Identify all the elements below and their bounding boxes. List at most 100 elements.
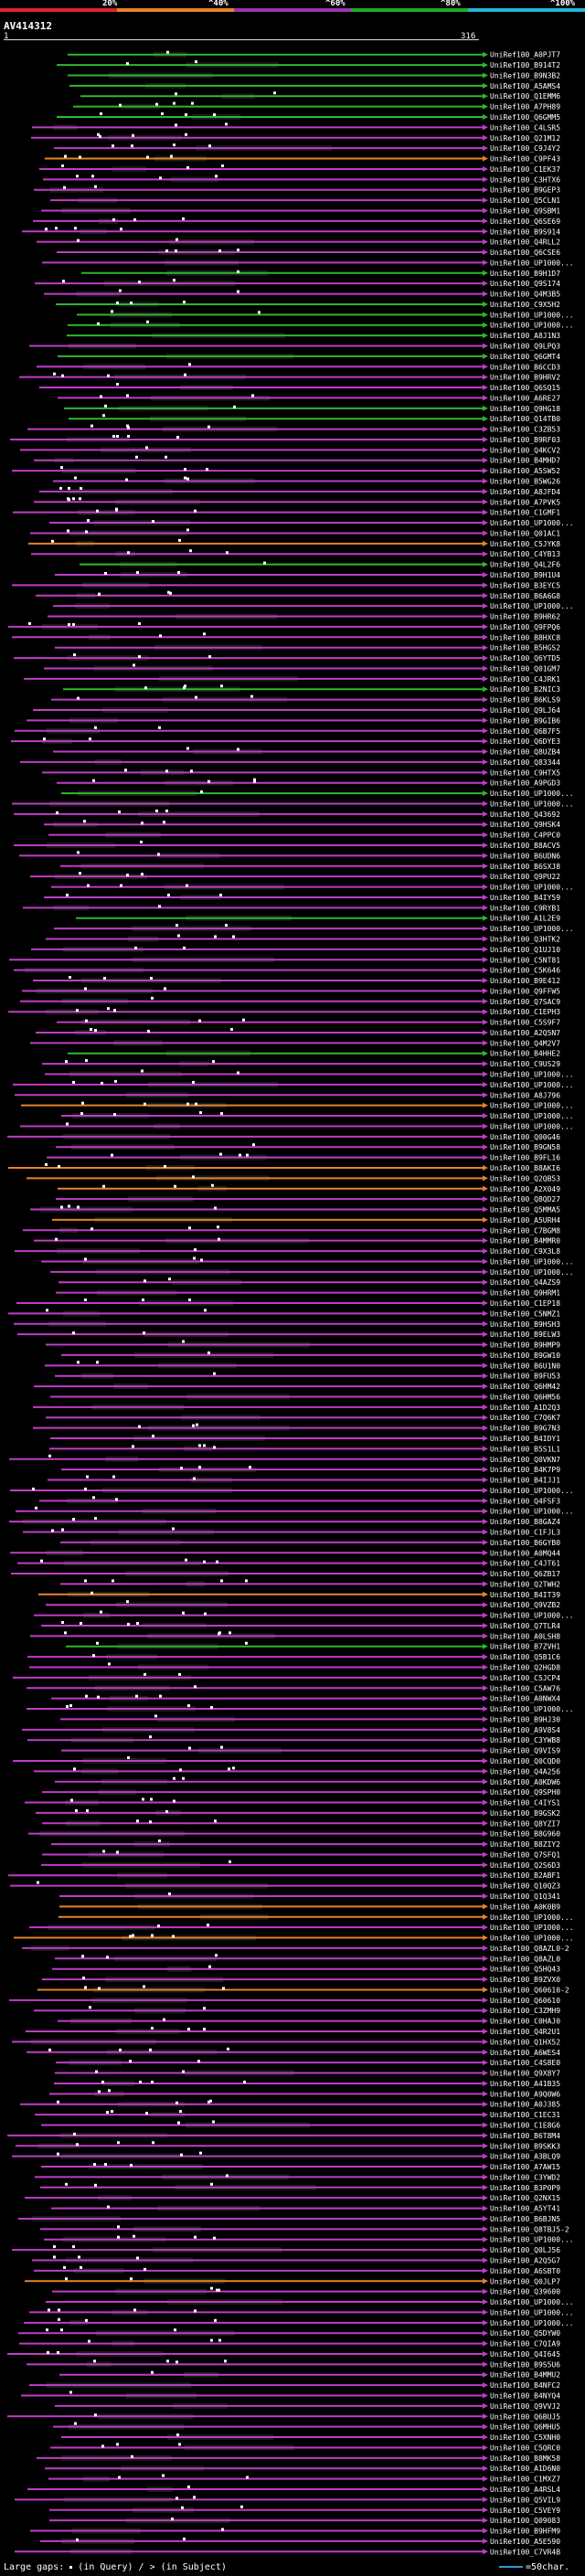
hit-label[interactable]: UniRef100_B9SKK3 xyxy=(490,2142,560,2150)
hit-label[interactable]: UniRef100_UP1000... xyxy=(490,925,574,933)
hit-label[interactable]: UniRef100_UP1000... xyxy=(490,259,574,267)
hit-label[interactable]: UniRef100_C1EK37 xyxy=(490,165,560,174)
hit-label[interactable]: UniRef100_Q4L2F6 xyxy=(490,561,560,569)
hit-label[interactable]: UniRef100_UP1000... xyxy=(490,1705,574,1713)
hit-label[interactable]: UniRef100_Q9VZB2 xyxy=(490,1601,560,1609)
hit-label[interactable]: UniRef100_A0NWX4 xyxy=(490,1695,560,1703)
hit-label[interactable]: UniRef100_B9GN58 xyxy=(490,1143,560,1151)
hit-label[interactable]: UniRef100_C4LSR5 xyxy=(490,123,560,132)
hit-label[interactable]: UniRef100_A9V8S4 xyxy=(490,1726,560,1734)
hit-label[interactable]: UniRef100_A7PH89 xyxy=(490,103,560,111)
hit-label[interactable]: UniRef100_B9HSH3 xyxy=(490,1320,560,1329)
hit-label[interactable]: UniRef100_Q5MMA5 xyxy=(490,1206,560,1214)
hit-label[interactable]: UniRef100_A5SW52 xyxy=(490,467,560,475)
hit-label[interactable]: UniRef100_Q7SFQ1 xyxy=(490,1850,560,1859)
hit-label[interactable]: UniRef100_Q2TWH2 xyxy=(490,1580,560,1588)
hit-label[interactable]: UniRef100_B3P0P9 xyxy=(490,2184,560,2192)
hit-label[interactable]: UniRef100_Q8UZB4 xyxy=(490,748,560,757)
hit-label[interactable]: UniRef100_Q8AZL0 xyxy=(490,1955,560,1963)
hit-label[interactable]: UniRef100_UP1000... xyxy=(490,2308,574,2316)
hit-label[interactable]: UniRef100_Q9PU22 xyxy=(490,873,560,881)
hit-label[interactable]: UniRef100_B4MMR0 xyxy=(490,1237,560,1246)
hit-label[interactable]: UniRef100_B4HHE2 xyxy=(490,1050,560,1058)
hit-label[interactable]: UniRef100_B8HXC8 xyxy=(490,633,560,641)
hit-label[interactable]: UniRef100_Q9LJ64 xyxy=(490,706,560,715)
hit-label[interactable]: UniRef100_A0PJT7 xyxy=(490,51,560,59)
hit-label[interactable]: UniRef100_Q6DYE3 xyxy=(490,737,560,746)
hit-label[interactable]: UniRef100_C9HTX5 xyxy=(490,769,560,777)
hit-label[interactable]: UniRef100_Q6GMT4 xyxy=(490,353,560,361)
hit-label[interactable]: UniRef100_Q0VKN7 xyxy=(490,1456,560,1464)
hit-label[interactable]: UniRef100_C1GMF1 xyxy=(490,509,560,517)
hit-label[interactable]: UniRef100_Q0LJ56 xyxy=(490,2246,560,2254)
hit-label[interactable]: UniRef100_Q3HTK2 xyxy=(490,935,560,943)
hit-label[interactable]: UniRef100_B9ELW3 xyxy=(490,1330,560,1339)
hit-label[interactable]: UniRef100_B9HMP9 xyxy=(490,1341,560,1350)
hit-label[interactable]: UniRef100_Q5DYW0 xyxy=(490,2329,560,2337)
hit-label[interactable]: UniRef100_Q9FFW5 xyxy=(490,987,560,995)
hit-label[interactable]: UniRef100_B4IJJ1 xyxy=(490,1477,560,1485)
hit-label[interactable]: UniRef100_B9ZVX0 xyxy=(490,1976,560,1984)
hit-label[interactable]: UniRef100_B4NFC2 xyxy=(490,2381,560,2390)
hit-label[interactable]: UniRef100_Q7TLR4 xyxy=(490,1622,560,1630)
hit-label[interactable]: UniRef100_B6KLS9 xyxy=(490,696,560,705)
hit-label[interactable]: UniRef100_Q9LPQ3 xyxy=(490,342,560,350)
hit-label[interactable]: UniRef100_B9HFM9 xyxy=(490,2528,560,2536)
hit-label[interactable]: UniRef100_B9RF03 xyxy=(490,436,560,444)
hit-label[interactable]: UniRef100_C9X3L8 xyxy=(490,1247,560,1256)
hit-label[interactable]: UniRef100_UP1000... xyxy=(490,1102,574,1110)
hit-label[interactable]: UniRef100_Q4R2U1 xyxy=(490,2028,560,2036)
hit-label[interactable]: UniRef100_Q1Q341 xyxy=(490,1892,560,1901)
hit-label[interactable]: UniRef100_C7BGM8 xyxy=(490,1226,560,1235)
hit-label[interactable]: UniRef100_UP1000... xyxy=(490,2298,574,2306)
hit-label[interactable]: UniRef100_B7ZVH1 xyxy=(490,1643,560,1651)
hit-label[interactable]: UniRef100_Q5VIL9 xyxy=(490,2496,560,2504)
hit-label[interactable]: UniRef100_B4IT39 xyxy=(490,1591,560,1599)
hit-label[interactable]: UniRef100_Q9VVJ2 xyxy=(490,2402,560,2411)
hit-label[interactable]: UniRef100_Q01GM7 xyxy=(490,664,560,673)
hit-label[interactable]: UniRef100_C9J4Y2 xyxy=(490,144,560,153)
hit-label[interactable]: UniRef100_Q2HGD8 xyxy=(490,1664,560,1672)
hit-label[interactable]: UniRef100_B914T2 xyxy=(490,61,560,69)
hit-label[interactable]: UniRef100_B9HJ30 xyxy=(490,1715,560,1723)
hit-label[interactable]: UniRef100_UP1000... xyxy=(490,2319,574,2327)
hit-label[interactable]: UniRef100_A3BLQ9 xyxy=(490,2153,560,2161)
hit-label[interactable]: UniRef100_A5YT41 xyxy=(490,2205,560,2213)
hit-label[interactable]: UniRef100_Q00G46 xyxy=(490,1133,560,1141)
hit-label[interactable]: UniRef100_Q6HM42 xyxy=(490,1383,560,1391)
hit-label[interactable]: UniRef100_C1MXZ7 xyxy=(490,2475,560,2484)
hit-label[interactable]: UniRef100_A8JFD4 xyxy=(490,488,560,496)
hit-label[interactable]: UniRef100_B9GSK2 xyxy=(490,1809,560,1818)
hit-label[interactable]: UniRef100_A8J1N3 xyxy=(490,332,560,340)
hit-label[interactable]: UniRef100_C1EPH3 xyxy=(490,1008,560,1016)
hit-label[interactable]: UniRef100_UP1000... xyxy=(490,1257,574,1266)
hit-label[interactable]: UniRef100_B4IDY1 xyxy=(490,1435,560,1443)
hit-label[interactable]: UniRef100_B9GW10 xyxy=(490,1352,560,1360)
hit-label[interactable]: UniRef100_Q6SQ15 xyxy=(490,384,560,392)
hit-label[interactable]: UniRef100_Q4I645 xyxy=(490,2350,560,2359)
hit-label[interactable]: UniRef100_B5S1L1 xyxy=(490,1445,560,1453)
hit-label[interactable]: UniRef100_Q0CQD0 xyxy=(490,1757,560,1765)
hit-label[interactable]: UniRef100_A4RSL4 xyxy=(490,2486,560,2494)
hit-label[interactable]: UniRef100_Q1HX52 xyxy=(490,2038,560,2046)
hit-label[interactable]: UniRef100_B9G7N3 xyxy=(490,1425,560,1433)
hit-label[interactable]: UniRef100_C4JT61 xyxy=(490,1560,560,1568)
hit-label[interactable]: UniRef100_UP1000... xyxy=(490,1612,574,1620)
hit-label[interactable]: UniRef100_Q8TBJ5-2 xyxy=(490,2225,569,2233)
hit-label[interactable]: UniRef100_Q9VIS9 xyxy=(490,1747,560,1755)
hit-label[interactable]: UniRef100_B8AKI6 xyxy=(490,1164,560,1172)
hit-label[interactable]: UniRef100_B5HGS2 xyxy=(490,644,560,652)
hit-label[interactable]: UniRef100_Q6YTD5 xyxy=(490,654,560,663)
hit-label[interactable]: UniRef100_Q9SBM1 xyxy=(490,207,560,215)
hit-label[interactable]: UniRef100_C4S8E0 xyxy=(490,2059,560,2067)
hit-label[interactable]: UniRef100_B6T8M4 xyxy=(490,2132,560,2140)
hit-label[interactable]: UniRef100_A41B35 xyxy=(490,2080,560,2088)
hit-label[interactable]: UniRef100_Q83344 xyxy=(490,758,560,767)
hit-label[interactable]: UniRef100_B6A6G8 xyxy=(490,592,560,600)
hit-label[interactable]: UniRef100_C1FJL3 xyxy=(490,1528,560,1536)
hit-label[interactable]: UniRef100_C4JRK1 xyxy=(490,675,560,684)
hit-label[interactable]: UniRef100_UP1000... xyxy=(490,602,574,610)
hit-label[interactable]: UniRef100_Q5CLN1 xyxy=(490,196,560,205)
hit-label[interactable]: UniRef100_Q2NX15 xyxy=(490,2194,560,2202)
hit-label[interactable]: UniRef100_UP1000... xyxy=(490,1935,574,1943)
